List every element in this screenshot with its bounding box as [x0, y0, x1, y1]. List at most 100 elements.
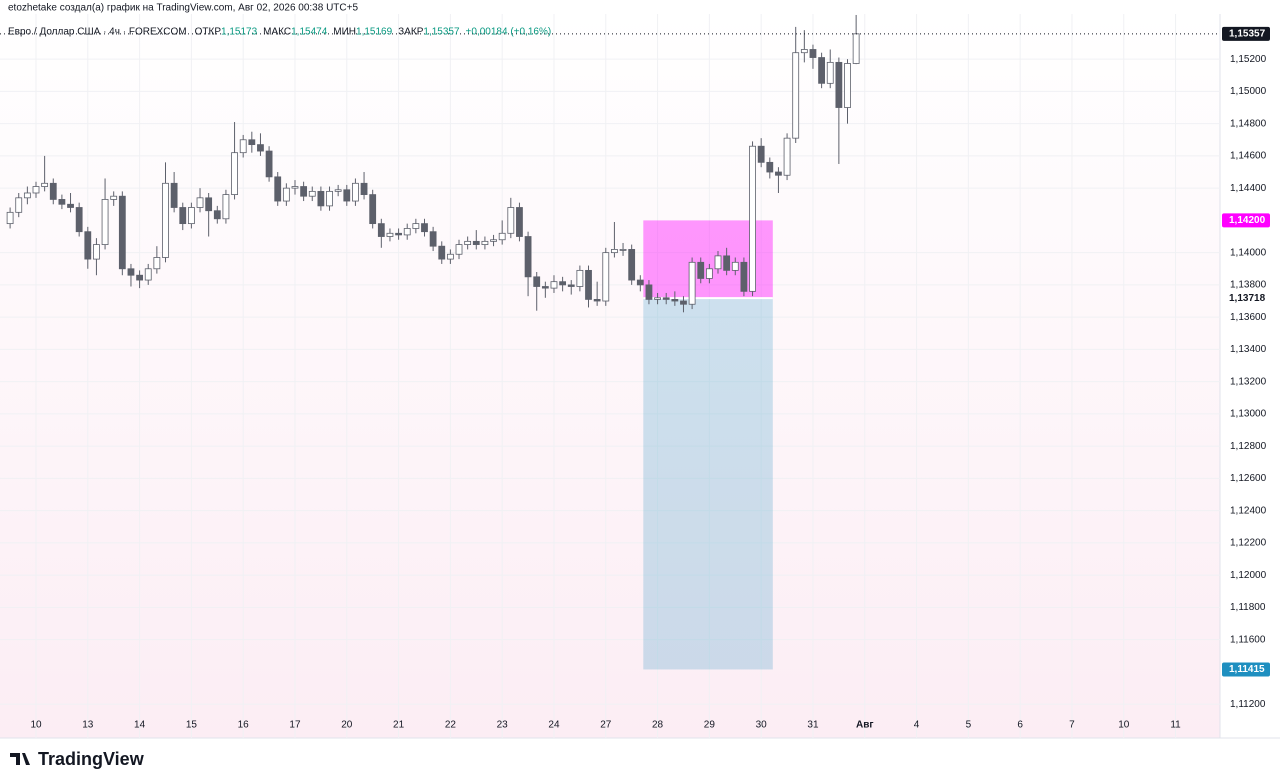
candle-body [844, 63, 851, 108]
candle-body [205, 197, 213, 212]
candle-body [412, 223, 420, 229]
legend-label: МИН [333, 27, 356, 38]
candle-body [291, 186, 299, 189]
candle-body [524, 236, 532, 278]
x-tick-label: 10 [30, 720, 42, 731]
candle-body [775, 171, 782, 176]
candle-body [110, 195, 118, 200]
candle-body [308, 190, 316, 197]
candle-body [619, 249, 627, 251]
y-tick-label: 1,13800 [1230, 280, 1267, 291]
candle-body [187, 207, 195, 225]
y-tick-label: 1,13400 [1230, 344, 1267, 355]
candle-body [196, 197, 204, 208]
x-tick-label: 5 [966, 720, 972, 731]
price-label: 1,15357 [1229, 28, 1266, 39]
candle-body [611, 249, 618, 254]
legend-value: 1,15474 [291, 27, 328, 38]
candle-body [835, 61, 843, 108]
x-tick-label: Авг [856, 720, 874, 731]
y-tick-label: 1,14400 [1230, 183, 1267, 194]
candle-body [455, 244, 463, 255]
x-tick-label: 30 [756, 720, 768, 731]
brand: TradingView [38, 749, 145, 769]
candle-body [593, 299, 601, 302]
candle-body [481, 240, 489, 245]
candle-body [222, 194, 230, 220]
candle-body [818, 57, 826, 84]
x-tick-label: 10 [1118, 720, 1130, 731]
price-label: 1,11415 [1229, 664, 1265, 675]
candle-body [300, 186, 308, 197]
y-tick-label: 1,14000 [1230, 247, 1267, 258]
legend-value: 1,15173 [221, 27, 258, 38]
candle-body [731, 261, 739, 271]
x-tick-label: 28 [652, 720, 664, 731]
candle-body [662, 297, 670, 300]
candle-body [118, 195, 126, 270]
x-tick-label: 20 [341, 720, 353, 731]
candle-body [41, 182, 49, 187]
candle-body [127, 268, 135, 276]
candle-body [170, 182, 178, 208]
y-tick-label: 1,11200 [1230, 699, 1266, 710]
candle-body [792, 52, 800, 139]
legend-label: ОТКР [195, 27, 222, 38]
stop-zone [643, 298, 773, 670]
candle-body [282, 187, 290, 202]
candle-body [533, 276, 541, 287]
y-tick-label: 1,11800 [1230, 602, 1266, 613]
candle-body [179, 207, 187, 225]
price-label-box [1222, 213, 1270, 228]
brand-logo: TradingView [10, 749, 145, 769]
price-label-box [1222, 662, 1270, 677]
x-tick-label: 21 [393, 720, 405, 731]
x-tick-label: 13 [82, 720, 94, 731]
x-tick-label: 24 [548, 720, 560, 731]
price-label-box [1222, 26, 1270, 41]
price-label-box [1222, 291, 1270, 306]
candle-body [429, 231, 437, 247]
candle-body [628, 249, 636, 281]
y-tick-label: 1,12000 [1230, 570, 1267, 581]
candle-body [671, 299, 679, 302]
candle-body [705, 268, 713, 279]
candle-body [49, 182, 57, 200]
candle-body [498, 232, 506, 241]
candle-body [766, 161, 774, 173]
candle-body [84, 231, 92, 260]
candle-body [852, 33, 860, 64]
candle-body [136, 274, 143, 281]
candle-body [749, 145, 756, 292]
x-tick-label: 4 [914, 720, 920, 731]
candle-body [602, 252, 610, 302]
candle-body [334, 189, 342, 192]
plot: 1,15200 1,15000 1,14800 1,14600 1,14400 1,140… [0, 14, 1270, 738]
candle-body [714, 255, 722, 270]
y-tick-label: 1,13200 [1230, 376, 1267, 387]
x-tick-label: 11 [1170, 720, 1181, 731]
candle-body [472, 240, 480, 245]
candle-body [377, 223, 385, 237]
candle-body [6, 211, 14, 225]
candle-body [395, 232, 402, 236]
candle-body [162, 182, 169, 258]
legend-label: МАКС [263, 27, 291, 38]
x-tick-label: 6 [1017, 720, 1023, 731]
candle-body [239, 139, 247, 154]
candle-body [723, 255, 731, 271]
x-tick-label: 27 [600, 720, 612, 731]
x-tick-label: 31 [807, 720, 819, 731]
candle-body [369, 194, 377, 225]
x-tick-label: 29 [704, 720, 716, 731]
legend-value: 1,15169 [356, 27, 393, 38]
legend-symbol: Евро / Доллар США · 4ч · FOREXCOM [8, 27, 187, 38]
candle-body [75, 207, 83, 233]
candle-body [585, 269, 592, 300]
candle-body [688, 261, 696, 305]
x-tick-label: 14 [134, 720, 146, 731]
candle-body [257, 144, 264, 152]
candle-body [550, 281, 558, 289]
candle-body [783, 137, 791, 176]
candle-body [446, 253, 454, 260]
